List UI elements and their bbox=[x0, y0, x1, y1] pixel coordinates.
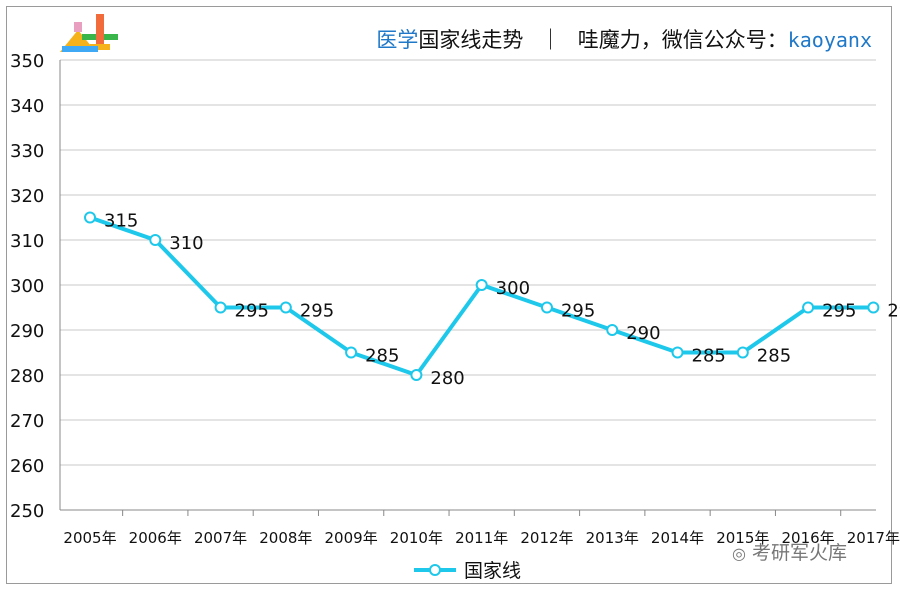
data-label: 300 bbox=[496, 278, 530, 299]
x-tick-label: 2011年 bbox=[455, 529, 508, 547]
y-tick-label: 250 bbox=[10, 501, 44, 522]
legend-line-icon bbox=[414, 563, 456, 576]
data-label: 285 bbox=[757, 346, 791, 367]
data-label: 310 bbox=[169, 233, 203, 254]
y-tick-label: 290 bbox=[10, 321, 44, 342]
y-tick-label: 350 bbox=[10, 51, 44, 72]
data-point bbox=[214, 301, 227, 314]
watermark-text: 考研军火库 bbox=[752, 542, 848, 564]
data-label: 295 bbox=[235, 301, 269, 322]
y-tick-label: 300 bbox=[10, 276, 44, 297]
data-label: 290 bbox=[626, 323, 660, 344]
data-point bbox=[410, 369, 423, 381]
data-label: 295 bbox=[887, 301, 900, 322]
y-tick-label: 330 bbox=[10, 141, 44, 162]
y-tick-label: 260 bbox=[10, 456, 44, 477]
data-point bbox=[540, 301, 553, 314]
data-point bbox=[867, 301, 880, 314]
x-tick-label: 2005年 bbox=[63, 529, 116, 547]
data-point bbox=[279, 301, 292, 314]
logo-icon bbox=[60, 14, 118, 52]
y-tick-label: 280 bbox=[10, 366, 44, 387]
x-tick-label: 2017年 bbox=[847, 529, 900, 547]
y-tick-label: 270 bbox=[10, 411, 44, 432]
y-tick-label: 320 bbox=[10, 186, 44, 207]
x-tick-label: 2009年 bbox=[325, 529, 378, 547]
data-label: 285 bbox=[692, 346, 726, 367]
data-point bbox=[345, 346, 358, 359]
y-tick-label: 340 bbox=[10, 96, 44, 117]
data-point bbox=[84, 211, 96, 224]
legend-entry: 国家线 bbox=[464, 560, 522, 582]
data-point bbox=[671, 346, 684, 359]
x-tick-label: 2008年 bbox=[259, 529, 312, 547]
x-tick-label: 2012年 bbox=[520, 529, 573, 547]
x-tick-label: 2013年 bbox=[586, 529, 639, 547]
data-label: 280 bbox=[430, 368, 464, 389]
data-label: 295 bbox=[300, 301, 334, 322]
data-point bbox=[736, 346, 749, 359]
watermark: ◎ 考研军火库 bbox=[732, 538, 847, 565]
data-label: 295 bbox=[561, 301, 595, 322]
data-point bbox=[802, 301, 815, 314]
legend: 国家线 bbox=[412, 556, 521, 583]
chart-frame bbox=[6, 6, 892, 584]
title-main: 国家线走势 bbox=[418, 28, 524, 52]
data-label: 315 bbox=[104, 211, 138, 232]
credit-account: kaoyanx bbox=[787, 28, 872, 52]
x-tick-label: 2007年 bbox=[194, 529, 247, 547]
x-tick-label: 2010年 bbox=[390, 529, 443, 547]
chart-title: 医学国家线走势 ｜ 哇魔力，微信公众号：kaoyanx bbox=[376, 24, 872, 54]
data-label: 285 bbox=[365, 346, 399, 367]
data-point bbox=[475, 279, 488, 291]
x-tick-label: 2016年 bbox=[781, 529, 834, 547]
title-separator: ｜ bbox=[540, 28, 562, 52]
x-tick-label: 2014年 bbox=[651, 529, 704, 547]
x-tick-label: 2015年 bbox=[716, 529, 769, 547]
data-point bbox=[149, 234, 162, 246]
title-highlight: 医学 bbox=[376, 28, 419, 52]
credit-prefix: 哇魔力，微信公众号： bbox=[577, 28, 788, 52]
data-point bbox=[606, 324, 619, 336]
wechat-icon: ◎ bbox=[732, 544, 746, 563]
x-tick-label: 2006年 bbox=[129, 529, 182, 547]
data-label: 295 bbox=[822, 301, 856, 322]
y-tick-label: 310 bbox=[10, 231, 44, 252]
